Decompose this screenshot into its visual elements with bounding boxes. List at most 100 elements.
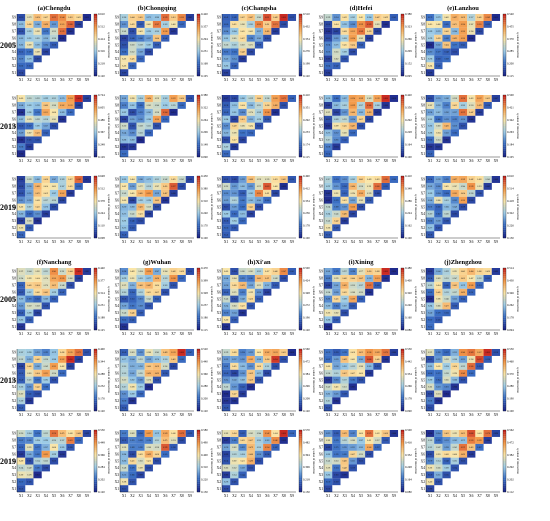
colorbar-segment — [401, 471, 404, 474]
cell-value: 0.148 — [444, 461, 448, 463]
heatmap-cell — [144, 288, 153, 296]
heatmap-cell — [254, 295, 264, 303]
heatmap-cell — [434, 101, 443, 109]
colorbar-segment — [401, 278, 404, 281]
cell-value: 0.379 — [27, 17, 31, 19]
heatmap-cell — [144, 369, 153, 377]
colorbar-segment — [197, 384, 200, 387]
colorbar-segment — [503, 227, 506, 230]
x-tick-label: X8 — [485, 494, 490, 498]
heatmap-cell — [33, 376, 42, 384]
heatmap-cell — [185, 14, 195, 21]
heatmap-cell — [246, 450, 255, 458]
cell-value: 0.245 — [27, 454, 31, 456]
cell-value: 0.330 — [469, 193, 473, 195]
y-tick-label: X5 — [12, 124, 17, 128]
colorbar-segment — [503, 446, 506, 449]
cell-value: 0.338 — [444, 373, 448, 375]
cell-value: 0.118 — [155, 380, 159, 382]
cell-value: 0.342 — [122, 31, 126, 33]
y-tick-label: X5 — [421, 124, 426, 128]
cell-value: 0.181 — [130, 306, 134, 308]
cell-value: 0.122 — [19, 488, 23, 490]
colorbar-segment — [299, 202, 302, 206]
heatmap-cell — [49, 115, 59, 123]
cell-value: 0.417 — [240, 306, 244, 308]
cell-value: 0.542 — [265, 433, 269, 435]
colorbar-tick-label: 0.206 — [201, 130, 208, 134]
heatmap-cell — [254, 176, 264, 183]
cell-value: 0.155 — [163, 119, 167, 121]
cell-value: 0.233 — [351, 200, 355, 202]
heatmap-cell — [442, 27, 451, 35]
cell-value: 0.360 — [52, 105, 56, 107]
x-tick-label: X4 — [249, 240, 254, 244]
heatmap-cell — [332, 108, 341, 116]
heatmap-cell — [324, 122, 333, 130]
cell-value: 0.145 — [224, 292, 228, 294]
heatmap-cell — [120, 362, 129, 370]
heatmap-cell — [41, 129, 50, 137]
heatmap-cell — [128, 34, 137, 42]
cell-value: 0.191 — [428, 400, 432, 402]
cell-value: 0.375 — [257, 285, 261, 287]
heatmap-cell — [25, 95, 34, 102]
cell-value: 0.166 — [130, 474, 134, 476]
heatmap-cell — [136, 457, 145, 465]
colorbar-segment — [94, 71, 97, 75]
x-tick-label: X1 — [428, 332, 433, 336]
heatmap-cell — [450, 349, 459, 356]
x-tick-label: X2 — [27, 240, 32, 244]
cell-value: 0.112 — [138, 220, 142, 222]
colorbar-segment — [503, 225, 506, 228]
colorbar-segment — [94, 475, 97, 478]
cell-value: 0.085 — [367, 38, 371, 40]
colorbar-label: q-value of interaction — [516, 194, 520, 220]
heatmap-cell — [25, 450, 34, 458]
colorbar-tick-label: 0.115 — [303, 155, 310, 159]
colorbar-segment — [401, 30, 404, 33]
cell-value: 0.471 — [453, 24, 457, 26]
cell-value: 0.332 — [44, 461, 48, 463]
heatmap-cell — [128, 430, 137, 437]
cell-value: 0.225 — [334, 393, 338, 395]
heatmap-cell — [152, 203, 162, 211]
cell-value: 0.145 — [436, 65, 440, 67]
y-tick-label: X1 — [12, 71, 17, 75]
heatmap-cell — [136, 464, 145, 472]
heatmap-cell — [25, 122, 34, 130]
colorbar-segment — [94, 18, 97, 21]
colorbar-segment — [503, 321, 506, 324]
heatmap-cell — [17, 268, 26, 275]
heatmap-cell — [450, 362, 459, 370]
cell-value: 0.387 — [27, 133, 31, 135]
heatmap-cell — [246, 457, 255, 465]
colorbar-segment — [401, 99, 404, 102]
cell-value: 0.522 — [60, 359, 64, 361]
cell-value: 0.151 — [19, 52, 23, 54]
cell-value: 0.289 — [428, 380, 432, 382]
heatmap-cell — [17, 129, 26, 137]
heatmap-cell — [222, 122, 231, 130]
colorbar-segment — [299, 194, 302, 197]
colorbar-segment — [94, 377, 97, 381]
colorbar-segment — [299, 485, 302, 488]
cell-value: 0.303 — [351, 179, 355, 181]
cell-value: 0.317 — [342, 380, 346, 382]
cell-value: 0.389 — [35, 31, 39, 33]
cell-value: 0.091 — [68, 366, 72, 368]
colorbar-tick-label: 0.008 — [98, 236, 105, 240]
heatmap-cell — [152, 430, 162, 437]
cell-value: 0.100 — [147, 52, 151, 54]
cell-value: 0.110 — [52, 461, 56, 463]
cell-value: 0.083 — [326, 105, 330, 107]
heatmap-cell — [144, 436, 153, 444]
colorbar-tick-label: 0.090 — [405, 409, 412, 413]
colorbar-frame — [502, 348, 507, 412]
x-tick-label: X5 — [257, 240, 262, 244]
heatmap-cell — [120, 369, 129, 377]
colorbar-segment — [401, 73, 404, 77]
colorbar-segment — [94, 128, 97, 131]
heatmap-cell — [434, 295, 443, 303]
heatmap-cell — [120, 210, 129, 218]
